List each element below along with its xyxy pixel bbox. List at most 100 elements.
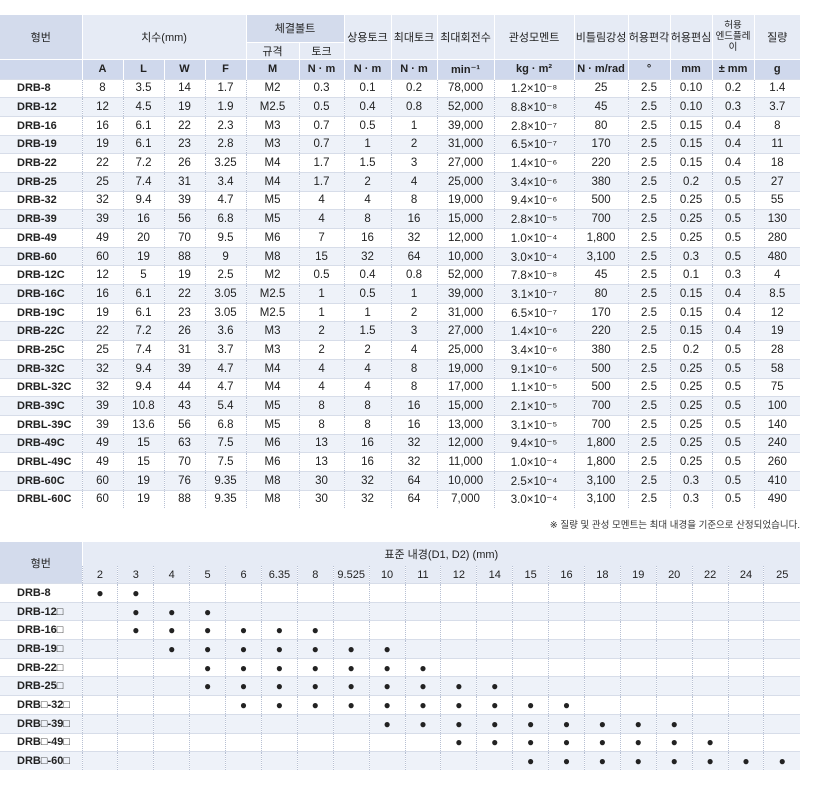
bore-cell: [117, 639, 154, 659]
bore-available-dot: ●: [491, 716, 499, 731]
table-cell: 1,800: [573, 452, 629, 472]
table-cell: 2.1×10⁻⁵: [493, 396, 575, 416]
bore-cell: [655, 620, 693, 640]
bore-available-dot: ●: [419, 716, 427, 731]
table-cell: 2.5: [627, 171, 671, 192]
table-cell: 13: [298, 433, 345, 453]
table-cell: 64: [390, 489, 438, 509]
bore-cell: ●: [153, 639, 190, 659]
table-cell: 3.25: [204, 153, 247, 173]
bore-cell: ●: [332, 676, 370, 696]
bore-cell: [763, 620, 801, 640]
bore-cell: [296, 713, 334, 733]
table-cell: 7,000: [436, 489, 495, 509]
model-cell: DRB-49C: [0, 433, 82, 453]
table-cell: 60: [81, 489, 123, 509]
table-cell: 0.25: [669, 228, 713, 248]
table-cell: 10.8: [122, 396, 164, 416]
table-cell: 0.5: [711, 340, 755, 360]
table-row: DRB-60C 60 19 76 9.35 M8 30 32 64 10,000 2.5×10⁻⁴ 3…: [0, 470, 801, 491]
table-row: DRB-12C 12 5 19 2.5 M2 0.5 0.4 0.8 52,000 7.8×10⁻⁸…: [0, 265, 801, 285]
table-cell: 2.5: [627, 452, 671, 472]
table-cell: 7: [298, 228, 345, 248]
bore-cell: ●: [440, 695, 477, 715]
table-cell: 3,100: [573, 489, 629, 509]
table-row: DRB-39C 39 10.8 43 5.4 M5 8 8 16 15,000 2.1×10⁻⁵ 70…: [0, 396, 801, 416]
bore-available-dot: ●: [634, 735, 642, 750]
table-cell: 9: [204, 246, 247, 266]
bore-cell: [153, 751, 190, 770]
bore-available-dot: ●: [239, 641, 248, 656]
bore-available-dot: ●: [706, 754, 714, 769]
bore-cell: [727, 620, 764, 640]
header-misalign-offset: 허용편심: [669, 15, 713, 59]
bore-cell: [655, 657, 693, 677]
table-cell: 13,000: [436, 414, 495, 435]
table-cell: 0.10: [669, 78, 713, 98]
table-cell: M4: [245, 153, 300, 173]
bore-cell: ●: [189, 676, 226, 696]
table-cell: 3.5: [122, 78, 164, 98]
table-cell: 60: [81, 246, 123, 266]
table-cell: 19: [753, 321, 801, 341]
bore-cell: [260, 751, 298, 770]
bore-cell: ●: [404, 713, 441, 733]
table-cell: 700: [573, 209, 629, 229]
bore-cell: [189, 695, 226, 715]
bore-cell: [655, 601, 693, 621]
bore-cell: [763, 695, 801, 715]
table-cell: 2.8×10⁻⁷: [493, 115, 575, 136]
bore-cell: ●: [225, 657, 262, 677]
bore-cell: ●: [368, 639, 406, 659]
bore-cell: ●: [691, 751, 729, 770]
table-cell: 15: [122, 433, 164, 453]
table-cell: 280: [753, 228, 801, 248]
table-cell: 32: [81, 377, 123, 397]
table-cell: 0.3: [711, 265, 755, 285]
table-cell: 4: [298, 209, 345, 229]
bore-available-dot: ●: [311, 623, 319, 638]
bore-available-dot: ●: [203, 623, 212, 638]
bore-cell: [548, 639, 585, 659]
table-cell: 0.10: [669, 97, 713, 117]
table-cell: 0.3: [669, 470, 713, 491]
table-cell: 16: [81, 115, 123, 136]
table-cell: 22: [81, 321, 123, 341]
table-cell: 0.25: [669, 190, 713, 210]
bore-cell: ●: [583, 751, 621, 770]
bore-cell: [619, 657, 657, 677]
table-cell: M2.5: [245, 97, 300, 117]
bore-cell: ●: [583, 732, 621, 752]
bore-cell: [404, 601, 441, 621]
table-cell: 0.25: [669, 414, 713, 435]
table-cell: 2.5: [627, 302, 671, 322]
bore-model-cell: DRB-19□: [0, 639, 82, 659]
model-cell: DRB-22C: [0, 321, 82, 341]
table-row: DRB-60 60 19 88 9 M8 15 32 64 10,000 3.0×10⁻⁴ 3,100…: [0, 246, 801, 266]
bore-cell: [260, 601, 298, 621]
model-cell: DRB-25: [0, 171, 82, 192]
bore-cell: ●: [476, 713, 513, 733]
bore-cell: [655, 676, 693, 696]
table-cell: 11: [753, 134, 801, 154]
bore-cell: [691, 676, 729, 696]
table-cell: 0.3: [669, 246, 713, 266]
bore-cell: [296, 601, 334, 621]
table-cell: 0.8: [390, 265, 438, 285]
bore-cell: [404, 620, 441, 640]
table-row: DRB-12 12 4.5 19 1.9 M2.5 0.5 0.4 0.8 52,000 8.8×1…: [0, 97, 801, 117]
table-cell: 88: [163, 246, 205, 266]
table-cell: 0.15: [669, 115, 713, 136]
table-cell: 45: [573, 97, 629, 117]
table-cell: 16: [122, 209, 164, 229]
bore-cell: [548, 583, 585, 603]
bore-available-dot: ●: [311, 679, 319, 694]
bore-cell: ●: [153, 601, 190, 621]
table-cell: 4: [390, 171, 438, 192]
header-rated-torque: 상용토크: [343, 15, 392, 59]
table-cell: 0.2: [711, 78, 755, 98]
table-cell: 0.25: [669, 396, 713, 416]
bore-size-header: 6: [225, 566, 262, 584]
table-row: DRB-16C 16 6.1 22 3.05 M2.5 1 0.5 1 39,000 3.1×10⁻…: [0, 284, 801, 304]
table-cell: M4: [245, 171, 300, 192]
